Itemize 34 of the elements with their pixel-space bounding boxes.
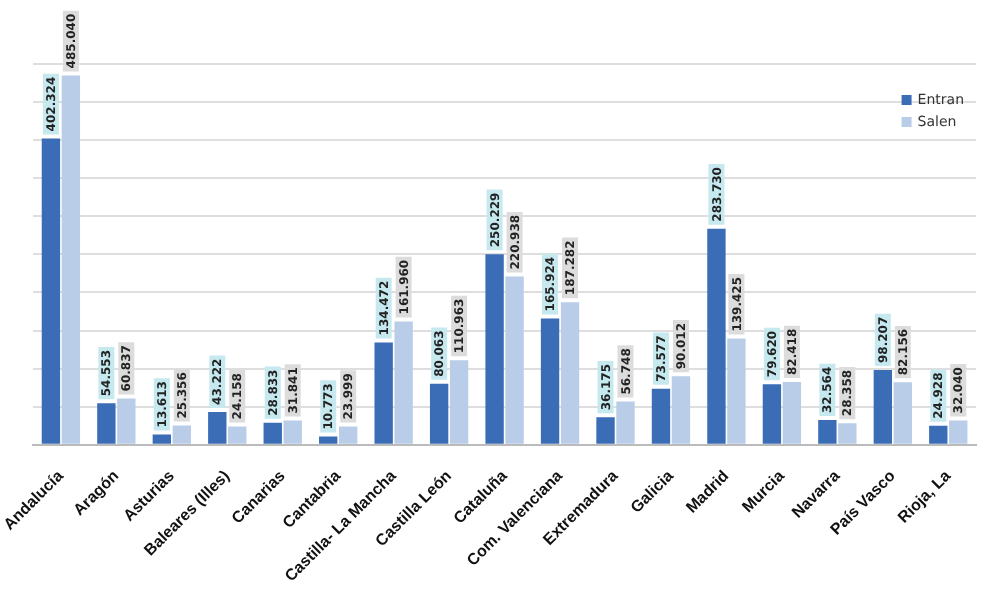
bar [319, 436, 338, 444]
bar [97, 403, 116, 444]
bar [727, 338, 746, 444]
bar [782, 382, 802, 444]
bar [929, 425, 948, 444]
bar [540, 318, 560, 444]
bar [671, 376, 691, 444]
bar [449, 360, 469, 444]
bar [762, 384, 782, 444]
bar [651, 388, 671, 444]
bar [949, 420, 968, 444]
bar [707, 228, 726, 444]
bar [228, 426, 247, 444]
bar [374, 342, 393, 444]
bar [616, 401, 635, 444]
bar [818, 420, 837, 444]
bar [61, 75, 81, 444]
bar [485, 254, 504, 444]
bar [283, 420, 302, 444]
bar [893, 382, 912, 444]
bar [596, 417, 615, 444]
bar [873, 370, 893, 444]
bar [429, 383, 449, 444]
bar [263, 422, 282, 444]
bar [208, 411, 227, 444]
bar [338, 426, 358, 444]
bar [41, 138, 61, 444]
bar [505, 276, 524, 444]
bar [838, 423, 857, 444]
bar [117, 398, 136, 444]
bar [394, 321, 413, 444]
bar [152, 434, 172, 444]
bar [172, 425, 191, 444]
bar [560, 302, 580, 444]
